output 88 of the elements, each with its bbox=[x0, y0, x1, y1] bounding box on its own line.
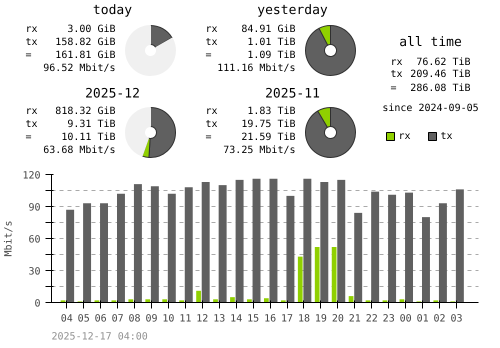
bar bbox=[332, 247, 337, 302]
y-axis-title: Mbit/s bbox=[3, 220, 14, 257]
bar bbox=[303, 178, 312, 302]
text: tx 209.46 TiB bbox=[390, 69, 471, 80]
x-tick-label: 19 bbox=[314, 314, 327, 324]
bar bbox=[269, 178, 278, 302]
bar bbox=[320, 182, 328, 302]
bar bbox=[134, 184, 142, 302]
x-tick-label: 21 bbox=[348, 314, 361, 324]
text: = 286.08 TiB bbox=[390, 83, 471, 94]
x-tick-label: 04 bbox=[60, 314, 73, 324]
x-tick-label: 20 bbox=[332, 314, 344, 324]
y-tick-label: 60 bbox=[28, 234, 41, 246]
x-tick-label: 15 bbox=[247, 314, 260, 324]
y-tick-label: 30 bbox=[28, 266, 41, 278]
bar bbox=[230, 297, 235, 302]
x-tick-label: 22 bbox=[366, 314, 378, 324]
y-tick-label: 0 bbox=[34, 298, 41, 310]
x-tick-label: 06 bbox=[94, 314, 107, 324]
bar bbox=[337, 180, 346, 302]
bar bbox=[252, 178, 261, 302]
bar bbox=[286, 196, 294, 302]
chart-title: 2025-12 bbox=[85, 86, 140, 102]
bar bbox=[456, 189, 464, 302]
bar bbox=[438, 203, 447, 302]
text: tx 158.82 GiB bbox=[26, 37, 116, 48]
x-tick-label: 02 bbox=[434, 314, 446, 324]
text: 96.52 Mbit/s bbox=[43, 63, 116, 74]
text: all time bbox=[399, 35, 462, 50]
text: 111.16 Mbit/s bbox=[217, 63, 296, 74]
bar bbox=[202, 182, 210, 302]
bar bbox=[388, 194, 396, 302]
text: tx 19.75 TiB bbox=[206, 119, 296, 130]
bar bbox=[184, 187, 193, 302]
bar bbox=[66, 210, 74, 302]
bar bbox=[168, 194, 176, 302]
x-tick-label: 01 bbox=[416, 314, 429, 324]
chart-title: yesterday bbox=[257, 3, 328, 18]
x-tick-label: 13 bbox=[213, 314, 226, 324]
bar bbox=[422, 217, 430, 302]
text: since 2024-09-05 bbox=[382, 103, 479, 114]
bar bbox=[354, 212, 362, 302]
x-tick-label: 10 bbox=[162, 314, 174, 324]
text: = 21.59 TiB bbox=[206, 132, 296, 143]
bar bbox=[150, 186, 159, 302]
text: tx 9.31 TiB bbox=[26, 119, 116, 130]
text: 2025-12-17 04:00 bbox=[52, 332, 148, 342]
text: 63.68 Mbit/s bbox=[43, 145, 116, 156]
x-tick-label: 11 bbox=[179, 314, 192, 324]
bar bbox=[348, 296, 354, 302]
bar bbox=[83, 203, 92, 302]
text: rx 1.83 TiB bbox=[206, 106, 296, 117]
text: = 10.11 TiB bbox=[26, 132, 116, 143]
bar bbox=[405, 192, 414, 302]
x-tick-label: 14 bbox=[230, 314, 242, 324]
legend-label: rx bbox=[398, 131, 411, 142]
x-tick-label: 07 bbox=[112, 314, 124, 324]
chart-title: 2025-11 bbox=[265, 86, 320, 102]
x-tick-label: 08 bbox=[128, 314, 141, 324]
bar bbox=[196, 290, 201, 302]
text: = 1.09 TiB bbox=[206, 50, 296, 61]
x-tick-label: 17 bbox=[281, 314, 294, 324]
x-tick-label: 16 bbox=[264, 314, 276, 324]
text: rx 76.62 TiB bbox=[390, 57, 471, 68]
x-tick-label: 23 bbox=[382, 314, 395, 324]
text: tx 1.01 TiB bbox=[206, 37, 296, 48]
y-tick-label: 90 bbox=[28, 202, 41, 214]
text: rx 818.32 GiB bbox=[26, 106, 116, 117]
y-tick-label: 120 bbox=[22, 170, 40, 182]
text: 73.25 Mbit/s bbox=[223, 145, 296, 156]
x-tick-label: 03 bbox=[450, 314, 462, 324]
x-tick-label: 18 bbox=[298, 314, 310, 324]
chart-title: today bbox=[92, 3, 132, 18]
bar bbox=[218, 185, 227, 302]
bar bbox=[314, 247, 320, 302]
text: rx 84.91 GiB bbox=[206, 24, 296, 35]
bar bbox=[116, 194, 125, 302]
legend-label: tx bbox=[440, 131, 453, 142]
x-tick-label: 05 bbox=[78, 314, 90, 324]
bar bbox=[371, 192, 380, 302]
bar bbox=[298, 256, 303, 302]
bar bbox=[236, 180, 244, 302]
x-tick-label: 12 bbox=[196, 314, 208, 324]
bar bbox=[100, 203, 108, 302]
text: rx 3.00 GiB bbox=[26, 24, 116, 35]
x-tick-label: 00 bbox=[400, 314, 412, 324]
text: = 161.81 GiB bbox=[26, 50, 116, 61]
x-tick-label: 09 bbox=[145, 314, 158, 324]
